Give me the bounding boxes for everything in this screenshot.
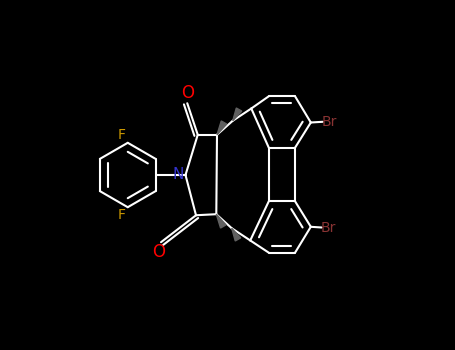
Polygon shape bbox=[216, 214, 226, 228]
Text: Br: Br bbox=[320, 220, 336, 234]
Polygon shape bbox=[233, 108, 242, 121]
Text: O: O bbox=[182, 84, 194, 103]
Text: O: O bbox=[152, 243, 165, 261]
Text: F: F bbox=[117, 208, 126, 222]
Text: Br: Br bbox=[321, 115, 337, 129]
Text: N: N bbox=[173, 167, 184, 182]
Polygon shape bbox=[217, 121, 227, 135]
Text: F: F bbox=[117, 128, 126, 142]
Polygon shape bbox=[232, 228, 241, 241]
